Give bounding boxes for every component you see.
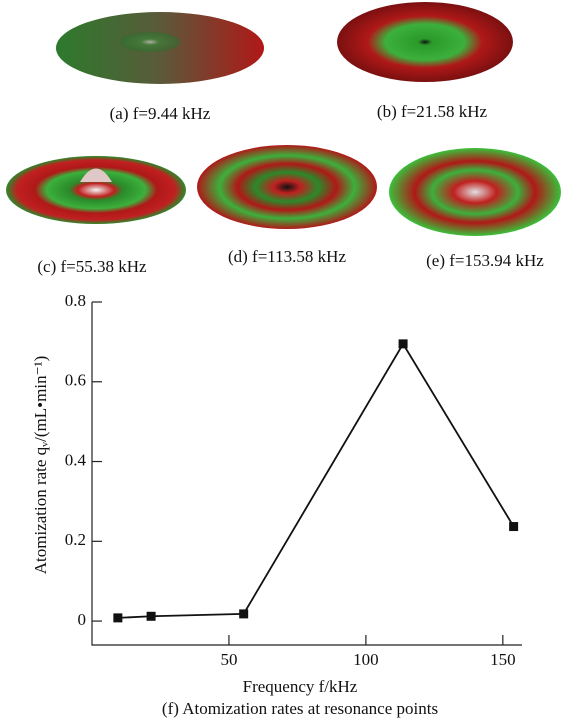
- figure: (a) f=9.44 kHz (b) f=21.58 kHz (c) f=55.…: [0, 0, 564, 722]
- data-line: [118, 344, 514, 618]
- x-axis-label: Frequency f/kHz: [243, 677, 358, 696]
- data-point: [239, 609, 248, 618]
- image-d: [197, 145, 377, 229]
- y-tick-label: 0.8: [65, 291, 86, 310]
- chart: 0 0.2 0.4 0.6 0.8 50 100 150: [65, 291, 522, 669]
- image-a-center: [120, 32, 180, 52]
- data-point: [509, 522, 518, 531]
- caption: (a) f=9.44 kHz: [110, 104, 211, 123]
- y-axis-label: Atomization rate qᵥ/(mL•min⁻¹): [31, 356, 50, 575]
- caption: (d) f=113.58 kHz: [228, 247, 346, 266]
- caption: (e) f=153.94 kHz: [426, 251, 544, 270]
- data-point: [399, 339, 408, 348]
- chart-caption: (f) Atomization rates at resonance point…: [162, 699, 438, 718]
- x-tick-label: 100: [353, 650, 379, 669]
- axes: [92, 302, 522, 645]
- image-c: [6, 156, 186, 224]
- image-e: [389, 148, 561, 236]
- image-b: [337, 2, 513, 82]
- x-tick-label: 50: [220, 650, 237, 669]
- y-tick-label: 0.4: [65, 450, 87, 469]
- y-tick-label: 0.6: [65, 371, 86, 390]
- y-tick-label: 0.2: [65, 530, 86, 549]
- caption: (b) f=21.58 kHz: [377, 102, 488, 121]
- y-tick-label: 0: [78, 610, 87, 629]
- caption: (c) f=55.38 kHz: [37, 257, 147, 276]
- data-point: [113, 613, 122, 622]
- data-point: [147, 612, 156, 621]
- x-tick-label: 150: [490, 650, 516, 669]
